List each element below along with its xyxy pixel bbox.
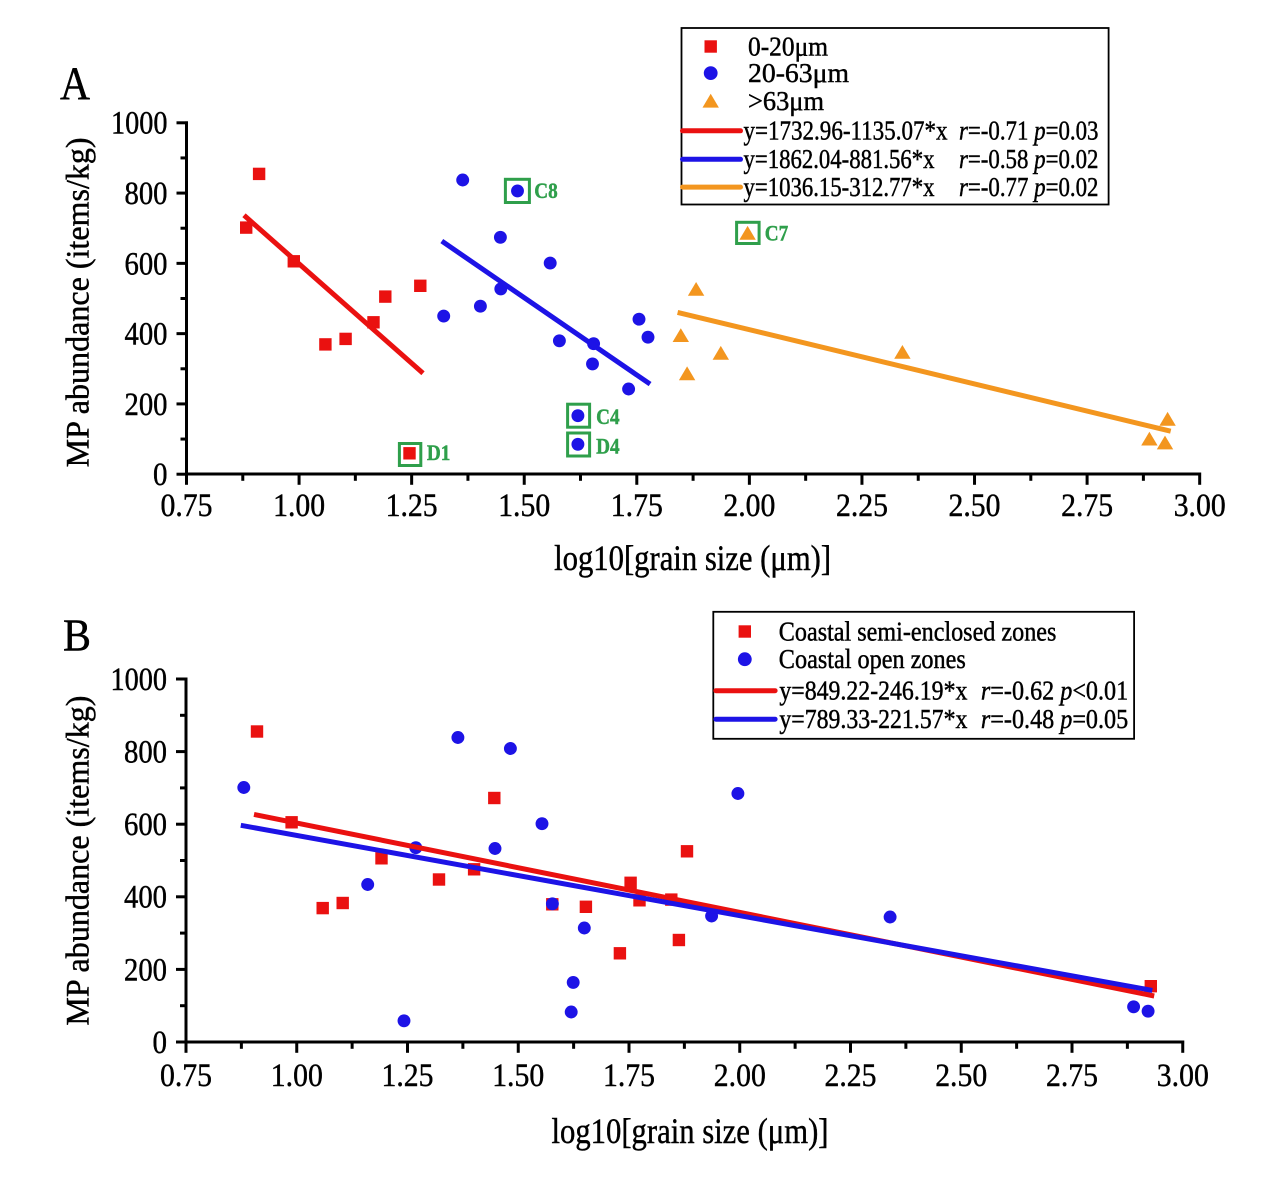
svg-text:2.75: 2.75 [1046,1058,1098,1094]
svg-text:3.00: 3.00 [1157,1058,1209,1094]
svg-text:2.00: 2.00 [714,1058,766,1094]
svg-text:200: 200 [125,387,168,423]
svg-text:2.50: 2.50 [949,488,1001,524]
svg-text:r=-0.58 p=0.02: r=-0.58 p=0.02 [959,144,1099,174]
svg-text:MP abundance (items/kg): MP abundance (items/kg) [61,696,97,1026]
svg-text:200: 200 [124,952,167,988]
svg-text:0: 0 [153,1025,168,1061]
svg-text:1.75: 1.75 [603,1058,655,1094]
svg-text:y=849.22-246.19*x: y=849.22-246.19*x [779,676,967,706]
svg-text:2.25: 2.25 [825,1058,877,1094]
svg-text:1.25: 1.25 [382,1058,434,1094]
svg-text:600: 600 [124,807,167,843]
svg-text:1000: 1000 [111,106,168,142]
svg-text:1.25: 1.25 [386,488,438,524]
svg-text:20-63μm: 20-63μm [748,58,849,88]
svg-text:y=789.33-221.57*x: y=789.33-221.57*x [779,704,967,734]
svg-text:2.50: 2.50 [935,1058,987,1094]
svg-text:2.00: 2.00 [723,488,775,524]
svg-text:1.75: 1.75 [611,488,663,524]
svg-text:>63μm: >63μm [748,86,824,116]
svg-text:1000: 1000 [111,662,168,698]
svg-text:D4: D4 [596,434,620,459]
svg-text:MP abundance (items/kg): MP abundance (items/kg) [61,137,97,467]
svg-text:1.50: 1.50 [492,1058,544,1094]
svg-text:r=-0.71 p=0.03: r=-0.71 p=0.03 [959,116,1099,146]
svg-text:800: 800 [124,735,167,771]
svg-text:400: 400 [125,317,168,353]
svg-text:0-20μm: 0-20μm [748,31,828,61]
svg-text:800: 800 [125,176,168,212]
svg-text:y=1862.04-881.56*x: y=1862.04-881.56*x [744,144,935,174]
svg-text:2.75: 2.75 [1061,488,1113,524]
svg-text:1.00: 1.00 [273,488,325,524]
svg-text:r=-0.77 p=0.02: r=-0.77 p=0.02 [959,172,1099,202]
svg-text:y=1732.96-1135.07*x: y=1732.96-1135.07*x [744,116,948,146]
svg-text:Coastal open zones: Coastal open zones [779,644,966,674]
svg-text:A: A [60,58,90,110]
svg-text:0.75: 0.75 [161,488,213,524]
svg-text:r=-0.48 p=0.05: r=-0.48 p=0.05 [981,704,1128,734]
svg-text:600: 600 [125,246,168,282]
svg-text:C4: C4 [596,404,620,429]
svg-text:D1: D1 [427,440,451,465]
svg-text:log10[grain size (μm)]: log10[grain size (μm)] [554,538,831,578]
svg-text:B: B [63,611,91,661]
svg-text:0.75: 0.75 [160,1058,212,1094]
svg-text:log10[grain size (μm)]: log10[grain size (μm)] [552,1111,829,1151]
svg-text:0: 0 [153,457,168,493]
svg-text:Coastal semi-enclosed zones: Coastal semi-enclosed zones [779,616,1057,646]
svg-text:1.50: 1.50 [498,488,550,524]
svg-text:C8: C8 [534,178,558,203]
svg-text:r=-0.62 p<0.01: r=-0.62 p<0.01 [981,676,1128,706]
svg-text:400: 400 [124,880,167,916]
svg-text:1.00: 1.00 [271,1058,323,1094]
svg-text:y=1036.15-312.77*x: y=1036.15-312.77*x [744,172,935,202]
svg-text:C7: C7 [765,221,789,246]
svg-text:3.00: 3.00 [1174,488,1226,524]
svg-text:2.25: 2.25 [836,488,888,524]
